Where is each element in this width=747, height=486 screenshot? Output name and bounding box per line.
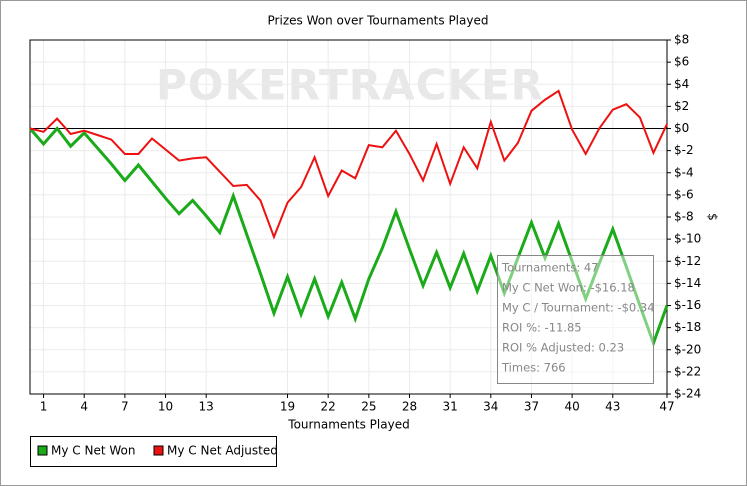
series-line: [29, 89, 668, 240]
y-tick-label: $0: [674, 121, 689, 135]
y-tick-label: $2: [674, 99, 689, 113]
tooltip-line: My C Net Won: -$16.18: [502, 281, 635, 295]
y-tick-label: $-4: [674, 165, 694, 179]
tooltip-line: ROI %: -11.85: [502, 321, 582, 335]
x-tick-label: 19: [280, 400, 295, 414]
tooltip: [497, 255, 654, 384]
x-tick-label: 7: [121, 400, 129, 414]
y-tick-label: $-2: [674, 143, 694, 157]
y-tick-label: $-8: [674, 210, 694, 224]
y-tick-label: $4: [674, 77, 689, 91]
legend-swatch: [153, 445, 164, 456]
x-tick-label: 37: [524, 400, 539, 414]
x-tick-label: 1: [40, 400, 48, 414]
x-tick-label: 4: [80, 400, 88, 414]
x-tick-label: 47: [659, 400, 674, 414]
x-tick-label: 34: [483, 400, 498, 414]
x-axis-label: Tournaments Played: [287, 418, 409, 432]
y-tick-label: $8: [674, 33, 689, 47]
x-tick-label: 28: [402, 400, 417, 414]
tooltip-line: My C / Tournament: -$0.34: [502, 301, 655, 315]
x-tick-label: 25: [361, 400, 376, 414]
y-tick-label: $-22: [674, 364, 701, 378]
watermark: POKERTRACKER: [156, 61, 544, 110]
x-tick-label: 31: [443, 400, 458, 414]
x-tick-label: 40: [564, 400, 579, 414]
tooltip-line: Tournaments: 47: [501, 261, 599, 275]
y-axis-label: $: [706, 213, 720, 221]
y-tick-label: $-16: [674, 298, 701, 312]
y-tick-label: $-20: [674, 342, 701, 356]
chart-title: Prizes Won over Tournaments Played: [268, 14, 489, 28]
y-tick-label: $6: [674, 55, 689, 69]
x-tick-label: 43: [605, 400, 620, 414]
y-tick-label: $-18: [674, 320, 701, 334]
tooltip-line: ROI % Adjusted: 0.23: [502, 341, 624, 355]
x-tick-label: 13: [199, 400, 214, 414]
series-line: [28, 126, 669, 348]
plot-area: [29, 39, 668, 395]
y-tick-label: $-14: [674, 276, 701, 290]
y-tick-label: $-12: [674, 254, 701, 268]
legend-label: My C Net Adjusted: [167, 444, 278, 458]
x-tick-label: 10: [158, 400, 173, 414]
y-tick-label: $-6: [674, 187, 694, 201]
legend-label: My C Net Won: [51, 444, 135, 458]
x-tick-label: 22: [321, 400, 336, 414]
tooltip-line: Times: 766: [501, 361, 566, 375]
legend-swatch: [37, 445, 48, 456]
y-tick-label: $-10: [674, 232, 701, 246]
y-tick-label: $-24: [674, 387, 701, 401]
